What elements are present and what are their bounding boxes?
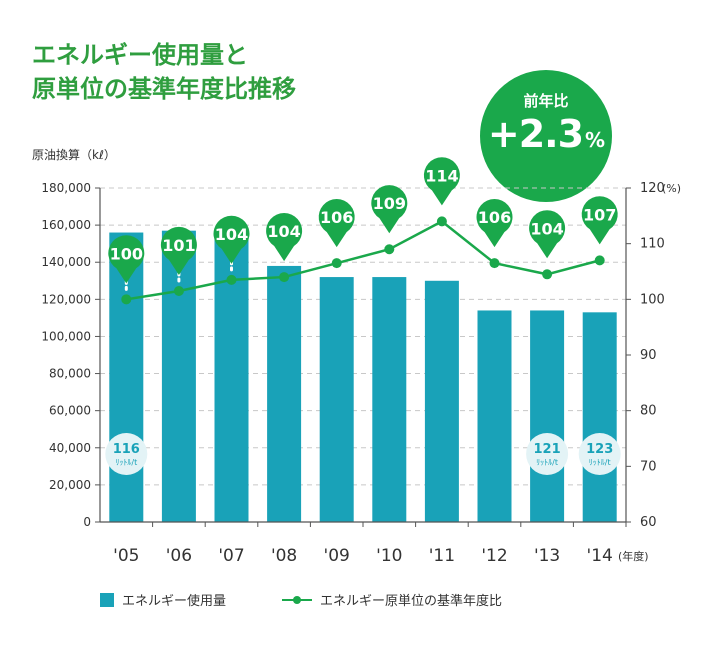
unit-circle <box>578 433 621 475</box>
unit-circle <box>105 433 148 475</box>
x-tick-label: '05 <box>113 546 139 566</box>
ratio-point <box>489 258 500 269</box>
ratio-line <box>126 219 601 301</box>
value-bubble-label: 106 <box>478 208 511 227</box>
x-tick-label: '09 <box>324 546 350 566</box>
value-bubble-label: 101 <box>162 236 195 255</box>
ratio-point <box>384 244 395 255</box>
value-bubble <box>371 185 408 234</box>
value-bubble-label: 104 <box>267 222 300 241</box>
x-tick-label: '08 <box>271 546 297 566</box>
value-bubble <box>266 212 303 262</box>
ratio-point <box>226 274 237 285</box>
right-tick-label: 80 <box>640 404 657 419</box>
left-axis-label: 原油換算（kℓ） <box>32 147 116 162</box>
left-tick-label: 0 <box>83 515 91 529</box>
value-bubble <box>108 235 145 284</box>
left-tick-label: 120,000 <box>41 292 91 306</box>
x-tick-label: '14 <box>587 546 613 566</box>
ratio-point <box>279 272 290 283</box>
badge-label: 前年比 <box>523 92 569 110</box>
left-tick-label: 60,000 <box>49 404 91 418</box>
left-tick-label: 160,000 <box>41 218 91 232</box>
x-tick-label: '06 <box>166 546 192 566</box>
value-bubble <box>423 157 460 206</box>
bar <box>530 310 565 522</box>
x-tick-label: '10 <box>376 546 402 566</box>
value-bubble-label: 114 <box>425 166 458 185</box>
year-over-year-badge: 前年比 +2.3% <box>480 70 612 202</box>
right-tick-label: 90 <box>640 348 657 363</box>
left-tick-label: 20,000 <box>49 478 91 492</box>
value-bubble-label: 109 <box>373 194 406 213</box>
value-bubble <box>529 210 566 259</box>
value-bubble <box>476 199 513 248</box>
right-tick-label: 100 <box>640 292 665 307</box>
unit-circle-value: 116 <box>113 442 140 457</box>
unit-circle <box>526 433 569 475</box>
bar <box>424 280 459 522</box>
legend-bars: エネルギー使用量 <box>100 590 226 609</box>
bar <box>582 312 617 522</box>
value-bubble <box>160 226 197 275</box>
x-axis-unit: (年度) <box>618 549 649 563</box>
right-axis-unit: (%) <box>662 182 681 195</box>
badge-number: +2.3 <box>487 112 584 156</box>
ratio-point <box>594 255 605 266</box>
left-tick-label: 100,000 <box>41 329 91 343</box>
chart-title-line2: 原単位の基準年度比推移 <box>32 75 296 103</box>
value-bubble <box>318 199 355 248</box>
legend-bar-label: エネルギー使用量 <box>122 594 227 609</box>
ratio-point <box>331 258 342 269</box>
value-bubble-label: 104 <box>215 225 248 244</box>
value-bubble-label: 107 <box>583 205 616 224</box>
x-tick-label: '12 <box>481 546 507 566</box>
x-tick-label: '11 <box>429 546 455 566</box>
x-tick-label: '07 <box>218 546 244 566</box>
ratio-point <box>542 269 553 280</box>
legend-line-label: エネルギー原単位の基準年度比 <box>320 594 503 609</box>
ratio-point <box>436 216 447 227</box>
left-tick-label: 40,000 <box>49 441 91 455</box>
unit-circle-unit: ﾘｯﾄﾙ/t <box>589 458 611 467</box>
unit-circle-value: 121 <box>534 442 561 457</box>
unit-circle-unit: ﾘｯﾄﾙ/t <box>115 458 137 467</box>
left-tick-label: 180,000 <box>41 181 91 195</box>
ratio-point <box>121 294 132 305</box>
legend-bar-swatch <box>100 592 114 607</box>
x-tick-label: '13 <box>534 546 560 566</box>
right-tick-label: 120 <box>640 181 665 196</box>
chart-title-line1: エネルギー使用量と <box>32 41 248 69</box>
badge-unit: % <box>585 128 605 152</box>
right-tick-label: 110 <box>640 237 665 252</box>
value-bubble-label: 100 <box>110 244 143 263</box>
value-bubble-label: 104 <box>530 219 563 238</box>
bar <box>477 310 512 522</box>
bar <box>267 265 302 522</box>
right-tick-label: 70 <box>640 459 657 474</box>
unit-circle-value: 123 <box>586 442 613 457</box>
badge-value: +2.3% <box>480 112 612 156</box>
chart-title: エネルギー使用量と 原単位の基準年度比推移 <box>32 38 296 106</box>
right-tick-label: 60 <box>640 515 657 530</box>
bar <box>214 230 249 522</box>
value-bubble <box>213 215 250 264</box>
legend-line: エネルギー原単位の基準年度比 <box>282 590 502 609</box>
legend-line-swatch <box>282 594 312 606</box>
unit-circle-unit: ﾘｯﾄﾙ/t <box>536 458 558 467</box>
bar <box>372 277 407 522</box>
value-bubble-label: 106 <box>320 208 353 227</box>
value-bubble <box>581 196 618 245</box>
left-tick-label: 80,000 <box>49 367 91 381</box>
bar <box>319 277 354 522</box>
left-tick-label: 140,000 <box>41 255 91 269</box>
ratio-point <box>173 285 184 296</box>
